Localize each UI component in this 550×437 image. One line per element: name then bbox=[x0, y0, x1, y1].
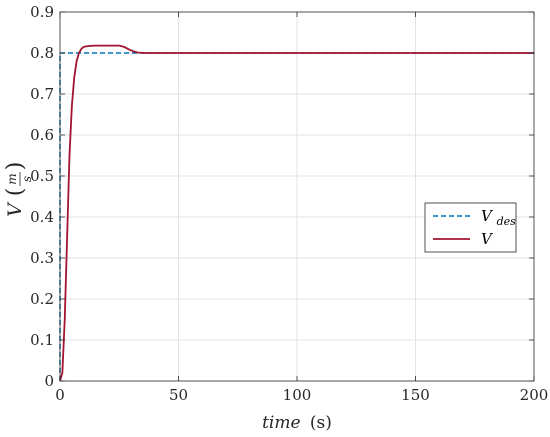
y-tick-label: 0.7 bbox=[30, 85, 54, 103]
x-tick-label: 0 bbox=[55, 386, 65, 404]
y-axis-label: V ( m s ) bbox=[3, 162, 34, 217]
y-tick-label: 0.4 bbox=[30, 208, 54, 226]
x-axis-label-unit: (s) bbox=[310, 413, 332, 433]
x-tick-label: 150 bbox=[401, 386, 430, 404]
legend-box bbox=[424, 202, 517, 253]
y-tick-label: 0 bbox=[44, 372, 54, 390]
y-axis-label-denominator: s bbox=[20, 176, 34, 182]
y-axis-label-numerator: m bbox=[5, 173, 19, 184]
x-axis-label-main: time bbox=[262, 413, 300, 433]
y-axis-label-paren-open: ( bbox=[3, 188, 28, 197]
y-axis-label-paren-close: ) bbox=[3, 162, 28, 171]
y-tick-label: 0.6 bbox=[30, 126, 54, 144]
y-tick-label: 0.3 bbox=[30, 249, 54, 267]
legend-entry-vdes-main: V bbox=[481, 207, 494, 225]
x-tick-label: 50 bbox=[169, 386, 188, 404]
x-tick-label: 100 bbox=[283, 386, 312, 404]
x-axis-label: time (s) bbox=[262, 413, 332, 433]
legend-entry-v: V bbox=[481, 230, 494, 248]
legend-entry-vdes: V des bbox=[481, 207, 516, 228]
legend: V des V bbox=[424, 202, 517, 253]
y-tick-label: 0.1 bbox=[30, 331, 54, 349]
y-tick-label: 0.9 bbox=[30, 3, 54, 21]
ticks: 0 50 100 150 200 0 0.1 0.2 0.3 0.4 0.5 0.6 0.7 0.8 0.9 bbox=[30, 3, 548, 404]
legend-entry-vdes-sub: des bbox=[497, 215, 517, 228]
y-tick-label: 0.5 bbox=[30, 167, 54, 185]
series-line-v bbox=[59, 44, 534, 382]
y-tick-label: 0.2 bbox=[30, 290, 54, 308]
y-tick-label: 0.8 bbox=[30, 44, 54, 62]
y-axis-label-main: V bbox=[4, 201, 26, 217]
x-tick-label: 200 bbox=[520, 386, 549, 404]
